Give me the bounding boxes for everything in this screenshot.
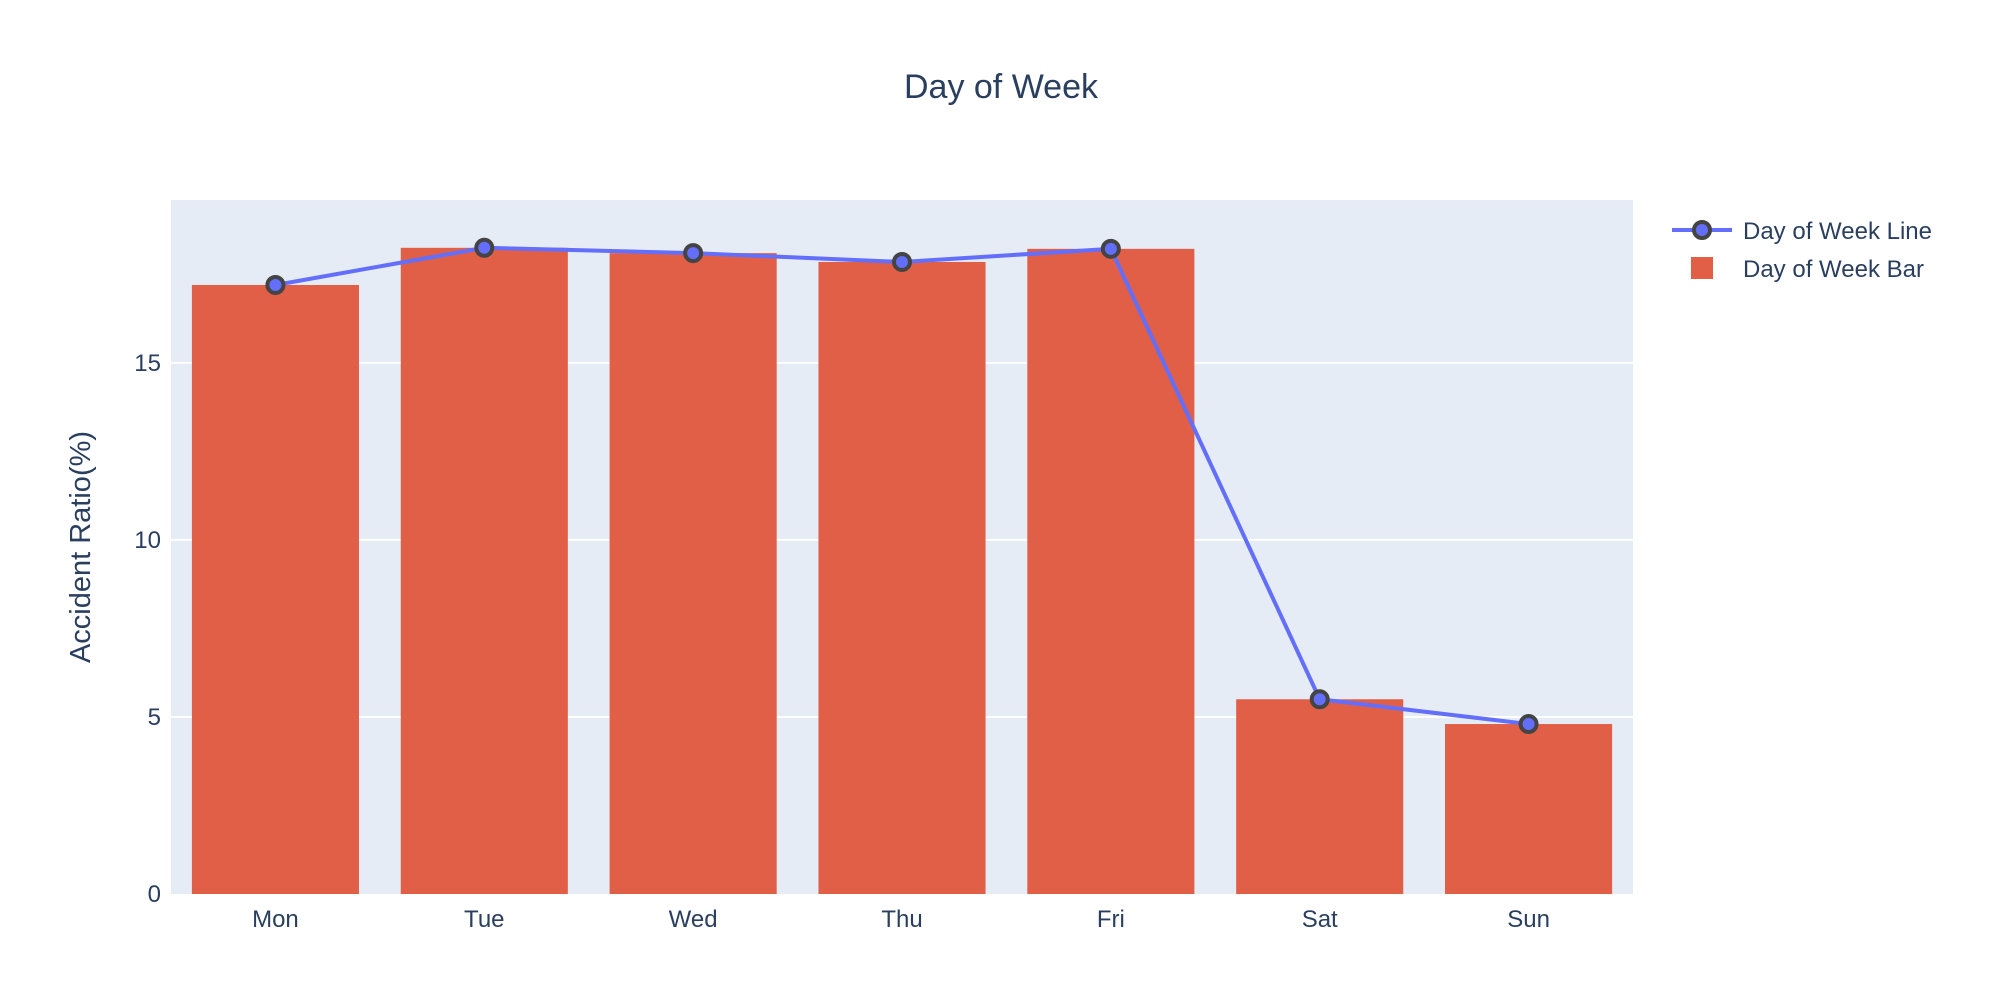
line-point-fri[interactable] (1100, 238, 1121, 259)
y-tick-label: 15 (134, 350, 161, 377)
bar-tue[interactable] (400, 247, 568, 894)
chart-title: Day of Week (904, 68, 1099, 106)
x-tick-label: Sun (1507, 906, 1550, 933)
line-point-mon[interactable] (265, 274, 286, 295)
y-tick-label: 5 (148, 704, 161, 731)
x-tick-label: Sat (1302, 906, 1338, 933)
legend-item-bar[interactable]: Day of Week Bar (1691, 256, 1924, 283)
bar-mon[interactable] (191, 284, 359, 894)
legend-label-bar: Day of Week Bar (1743, 256, 1924, 283)
y-tick-label: 10 (134, 527, 161, 554)
line-point-tue[interactable] (474, 237, 495, 258)
x-tick-label: Thu (881, 906, 922, 933)
x-tick-label: Fri (1097, 906, 1125, 933)
bar-wed[interactable] (609, 253, 777, 894)
line-series (265, 237, 1539, 735)
x-tick-label: Tue (464, 906, 504, 933)
bar-sat[interactable] (1236, 699, 1404, 894)
x-axis-ticks: Mon Tue Wed Thu Fri Sat Sun (252, 906, 1550, 933)
line-point-sat[interactable] (1309, 689, 1330, 710)
legend-label-line: Day of Week Line (1743, 218, 1932, 245)
line-point-thu[interactable] (892, 251, 912, 272)
bar-series (191, 247, 1613, 894)
bar-thu[interactable] (818, 261, 986, 894)
line-point-sun[interactable] (1518, 714, 1539, 735)
x-tick-label: Mon (252, 906, 299, 933)
y-tick-label: 0 (148, 881, 161, 908)
bar-sun[interactable] (1445, 724, 1613, 894)
legend-bar-swatch (1691, 257, 1713, 279)
legend-item-line[interactable]: Day of Week Line (1672, 218, 1932, 245)
legend-line-marker-icon (1692, 220, 1712, 240)
x-tick-label: Wed (669, 906, 718, 933)
line-point-wed[interactable] (683, 243, 704, 264)
legend[interactable]: Day of Week Line Day of Week Bar (1672, 218, 1932, 283)
y-axis-label: Accident Ratio(%) (65, 431, 97, 663)
y-axis-ticks: 0 5 10 15 (134, 350, 161, 908)
bar-fri[interactable] (1027, 248, 1195, 894)
